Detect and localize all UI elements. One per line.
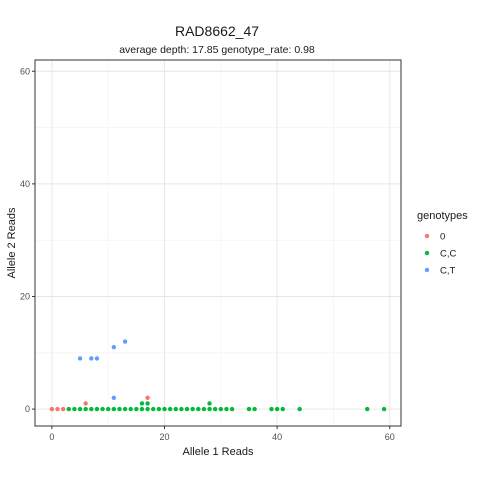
data-point xyxy=(145,395,150,401)
data-point xyxy=(94,406,100,412)
x-tick-label: 60 xyxy=(385,432,395,442)
y-axis-label: Allele 2 Reads xyxy=(6,207,18,278)
legend-label: C,T xyxy=(440,266,456,277)
data-point xyxy=(212,406,218,412)
data-point xyxy=(173,406,178,412)
legend-key xyxy=(424,233,430,239)
axis-ticks: 0 20 40 60 0 20 40 60 xyxy=(20,66,395,442)
plot-border xyxy=(34,59,402,427)
data-point xyxy=(207,406,212,412)
legend-key xyxy=(424,267,430,273)
data-point xyxy=(224,406,229,412)
data-point xyxy=(117,406,122,412)
legend-title: genotypes xyxy=(417,210,468,222)
x-tick-label: 20 xyxy=(159,432,169,442)
data-point xyxy=(49,406,55,412)
data-point xyxy=(111,344,117,350)
data-point xyxy=(83,401,88,406)
data-point xyxy=(122,339,128,344)
data-point xyxy=(269,406,274,412)
data-point xyxy=(145,401,150,406)
data-point xyxy=(106,406,111,412)
data-point xyxy=(190,406,195,412)
data-point xyxy=(229,406,235,412)
data-point xyxy=(207,401,212,406)
data-point xyxy=(55,406,60,412)
data-point xyxy=(128,406,133,412)
x-tick-label: 0 xyxy=(49,432,54,442)
data-point xyxy=(89,406,94,412)
data-point xyxy=(156,406,162,412)
data-point xyxy=(100,406,105,412)
data-point xyxy=(111,395,117,401)
data-point xyxy=(89,356,94,361)
data-point xyxy=(66,406,71,412)
y-tick-label: 60 xyxy=(20,66,30,76)
y-tick-label: 0 xyxy=(25,404,30,414)
data-points xyxy=(49,339,387,412)
legend: genotypes 0 C,C C,T xyxy=(417,210,468,277)
data-point xyxy=(167,406,173,412)
data-point xyxy=(72,406,77,412)
data-point xyxy=(94,356,100,361)
data-point xyxy=(83,406,88,412)
data-point xyxy=(252,406,257,412)
data-point xyxy=(201,406,207,412)
chart-title: RAD8662_47 xyxy=(175,23,259,39)
data-point xyxy=(77,406,83,412)
data-point xyxy=(151,406,156,412)
plot-panel xyxy=(35,60,401,426)
data-point xyxy=(122,406,128,412)
data-point xyxy=(297,406,302,412)
y-tick-label: 40 xyxy=(20,179,30,189)
data-point xyxy=(365,406,370,412)
data-point xyxy=(218,406,224,412)
x-axis-label: Allele 1 Reads xyxy=(183,446,254,458)
data-point xyxy=(139,401,145,406)
legend-label: 0 xyxy=(440,232,445,243)
data-point xyxy=(145,406,150,412)
data-point xyxy=(196,406,201,412)
data-point xyxy=(274,406,280,412)
data-point xyxy=(139,406,145,412)
data-point xyxy=(111,406,117,412)
data-point xyxy=(60,406,66,412)
data-point xyxy=(162,406,167,412)
data-point xyxy=(77,356,83,361)
data-point xyxy=(179,406,184,412)
data-point xyxy=(246,406,252,412)
data-point xyxy=(184,406,190,412)
data-point xyxy=(280,406,285,412)
chart-subtitle: average depth: 17.85 genotype_rate: 0.98 xyxy=(119,44,315,56)
x-tick-label: 40 xyxy=(272,432,282,442)
legend-label: C,C xyxy=(440,249,457,260)
data-point xyxy=(381,406,387,412)
data-point xyxy=(134,406,139,412)
legend-key xyxy=(424,250,430,256)
y-tick-label: 20 xyxy=(20,291,30,301)
